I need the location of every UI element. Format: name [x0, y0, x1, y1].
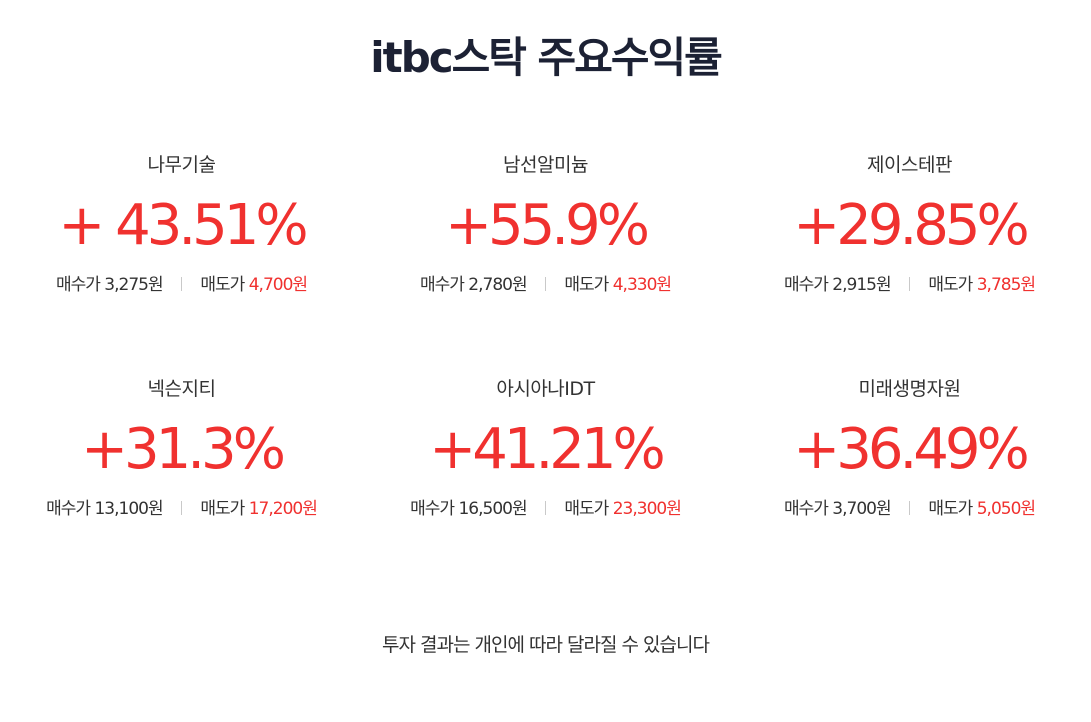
stock-card-mirae-resources: 미래생명자원 +36.49% 매수가 3,700원 매도가 5,050원 [728, 374, 1091, 598]
stock-name: 남선알미늄 [503, 154, 588, 176]
price-separator [909, 277, 910, 291]
price-line: 매수가 13,100원 매도가 17,200원 [0, 495, 363, 523]
page-title: itbc스탁 주요수익률 [370, 33, 723, 82]
stock-card-nexon-gt: 넥슨지티 +31.3% 매수가 13,100원 매도가 17,200원 [0, 374, 363, 598]
returns-row-2: 넥슨지티 +31.3% 매수가 13,100원 매도가 17,200원 아시아나… [0, 374, 1091, 598]
stock-card-namsun: 남선알미늄 +55.9% 매수가 2,780원 매도가 4,330원 [364, 150, 727, 374]
sell-price-value: 17,200원 [248, 499, 318, 519]
sell-price-label: 매도가 [928, 499, 973, 519]
price-line: 매수가 2,780원 매도가 4,330원 [364, 271, 727, 299]
stock-name: 미래생명자원 [858, 378, 961, 400]
buy-price-value: 3,275원 [104, 275, 163, 295]
buy-price-label: 매수가 [419, 275, 465, 295]
buy-price-value: 13,100원 [94, 499, 163, 519]
sell-price-value: 5,050원 [976, 499, 1036, 519]
return-rate: + 43.51% [58, 193, 308, 258]
disclaimer-note: 투자 결과는 개인에 따라 달라질 수 있습니다 [382, 634, 710, 656]
buy-price-label: 매수가 [55, 275, 101, 295]
price-separator [909, 501, 910, 515]
price-line: 매수가 3,700원 매도가 5,050원 [728, 495, 1091, 523]
buy-price-value: 3,700원 [832, 499, 891, 519]
sell-price-label: 매도가 [200, 275, 245, 295]
returns-row-1: 나무기술 + 43.51% 매수가 3,275원 매도가 4,700원 남선알미… [0, 150, 1091, 374]
buy-price-label: 매수가 [783, 499, 829, 519]
sell-price-label: 매도가 [564, 275, 609, 295]
return-rate: +41.21% [429, 417, 665, 482]
buy-price-value: 2,780원 [468, 275, 527, 295]
buy-price-value: 16,500원 [458, 499, 527, 519]
return-rate: +31.3% [81, 417, 286, 482]
stock-card-namu: 나무기술 + 43.51% 매수가 3,275원 매도가 4,700원 [0, 150, 363, 374]
stock-card-asiana-idt: 아시아나IDT +41.21% 매수가 16,500원 매도가 23,300원 [364, 374, 727, 598]
sell-price-label: 매도가 [200, 499, 245, 519]
sell-price-label: 매도가 [928, 275, 973, 295]
stock-card-jstephan: 제이스테판 +29.85% 매수가 2,915원 매도가 3,785원 [728, 150, 1091, 374]
price-separator [181, 277, 182, 291]
sell-price-value: 3,785원 [976, 275, 1036, 295]
price-line: 매수가 3,275원 매도가 4,700원 [0, 271, 363, 299]
sell-price-value: 23,300원 [612, 499, 682, 519]
price-separator [545, 501, 546, 515]
price-separator [545, 277, 546, 291]
sell-price-value: 4,330원 [612, 275, 672, 295]
stock-name: 제이스테판 [867, 154, 952, 176]
sell-price-label: 매도가 [564, 499, 609, 519]
stock-name: 나무기술 [147, 154, 216, 176]
buy-price-value: 2,915원 [832, 275, 891, 295]
buy-price-label: 매수가 [410, 499, 455, 519]
stock-name: 넥슨지티 [147, 378, 216, 400]
price-line: 매수가 16,500원 매도가 23,300원 [364, 495, 727, 523]
return-rate: +29.85% [793, 193, 1029, 258]
buy-price-label: 매수가 [46, 499, 91, 519]
stock-name: 아시아나IDT [496, 378, 595, 400]
buy-price-label: 매수가 [783, 275, 829, 295]
price-line: 매수가 2,915원 매도가 3,785원 [728, 271, 1091, 299]
returns-grid: 나무기술 + 43.51% 매수가 3,275원 매도가 4,700원 남선알미… [0, 150, 1091, 598]
sell-price-value: 4,700원 [248, 275, 308, 295]
return-rate: +36.49% [793, 417, 1029, 482]
return-rate: +55.9% [445, 193, 650, 258]
price-separator [181, 501, 182, 515]
